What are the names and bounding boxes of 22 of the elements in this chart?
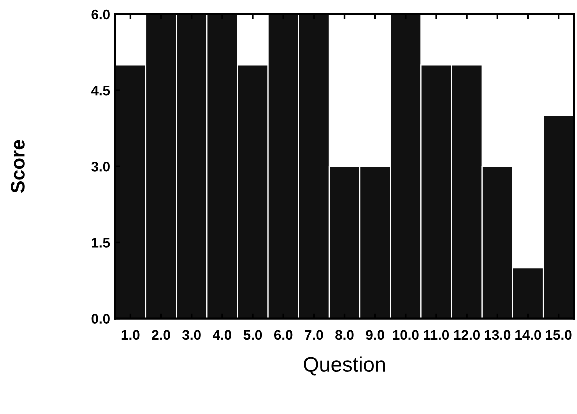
- y-axis-title: Score: [11, 140, 25, 194]
- x-tick-label: 6.0: [274, 330, 293, 340]
- x-tick-label: 8.0: [336, 330, 354, 340]
- y-tick-label: 6.0: [92, 10, 110, 20]
- y-tick-label: 0.0: [92, 314, 110, 324]
- x-tick-label: 13.0: [485, 330, 511, 340]
- x-tick-label: 5.0: [244, 330, 262, 340]
- x-tick-label: 15.0: [546, 330, 572, 340]
- y-tick-label: 3.0: [92, 162, 110, 172]
- x-tick-label: 7.0: [305, 330, 324, 340]
- y-tick-label: 1.5: [92, 238, 110, 248]
- x-tick-label: 10.0: [393, 330, 419, 340]
- x-tick-label: 12.0: [454, 330, 480, 340]
- y-tick-label: 4.5: [91, 86, 110, 96]
- x-tick-label: 3.0: [182, 330, 201, 340]
- x-tick-label: 4.0: [212, 330, 232, 340]
- x-tick-label: 11.0: [424, 330, 450, 340]
- x-tick-label: 9.0: [366, 330, 384, 340]
- x-tick-label: 2.0: [152, 330, 170, 340]
- x-tick-label: 1.0: [122, 330, 140, 340]
- x-axis-title: Question: [304, 356, 386, 376]
- x-tick-label: 14.0: [516, 330, 542, 340]
